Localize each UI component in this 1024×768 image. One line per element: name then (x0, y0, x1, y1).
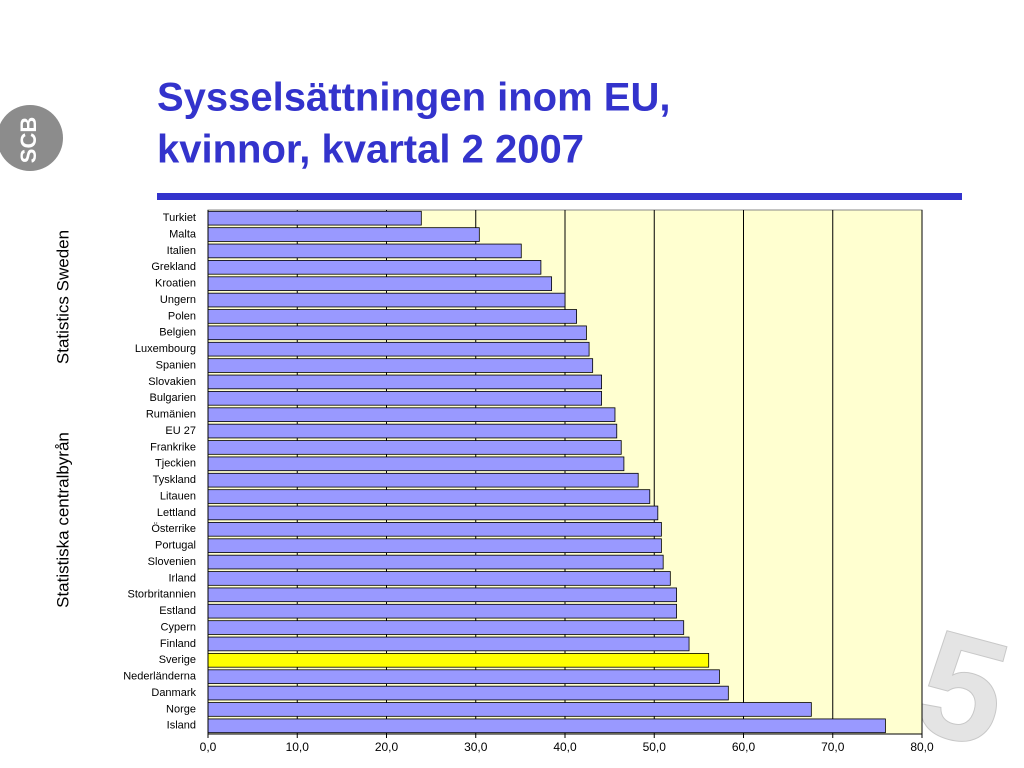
x-tick-label: 60,0 (732, 740, 756, 754)
bar (207, 685, 729, 701)
bar (207, 669, 720, 684)
x-tick-label: 30,0 (464, 740, 488, 754)
y-tick-label: Polen (168, 310, 196, 322)
y-tick-label: Norge (166, 703, 196, 715)
bar (207, 391, 602, 406)
y-tick-label: Italien (167, 245, 196, 257)
x-tick-label: 50,0 (643, 740, 667, 754)
x-tick-label: 20,0 (375, 740, 399, 754)
x-tick-label: 70,0 (821, 740, 845, 754)
title-rule (157, 193, 962, 200)
x-tick-label: 0,0 (200, 740, 217, 754)
x-tick-label: 80,0 (910, 740, 934, 754)
y-tick-label: Turkiet (163, 212, 196, 224)
y-tick-label: Österrike (151, 523, 196, 535)
y-tick-label: Kroatien (155, 278, 196, 290)
bar (207, 587, 677, 603)
bar (207, 538, 662, 553)
y-tick-label: Nederländerna (123, 671, 197, 683)
bar (207, 636, 690, 652)
bar (207, 276, 553, 291)
y-tick-label: Danmark (151, 687, 196, 699)
bar (207, 620, 685, 635)
bar (207, 309, 578, 324)
y-tick-label: Belgien (159, 327, 196, 339)
y-tick-label: Tjeckien (155, 458, 196, 470)
bar (207, 440, 622, 455)
bar (207, 423, 618, 439)
y-tick-label: Irland (168, 572, 196, 584)
bar (207, 407, 616, 422)
bar (207, 227, 480, 242)
bar (207, 374, 602, 390)
logo-circle (0, 105, 63, 171)
bar (207, 358, 594, 373)
logo-text: SCB (16, 117, 41, 163)
side-text: Statistiska centralbyrån (53, 432, 72, 608)
y-tick-label: Spanien (156, 359, 196, 371)
bar (207, 505, 659, 521)
y-tick-label: Finland (160, 638, 196, 650)
y-tick-label: Estland (159, 605, 196, 617)
bar (207, 243, 522, 259)
y-tick-label: Portugal (155, 540, 196, 552)
y-tick-label: Storbritannien (128, 589, 197, 601)
bar (207, 292, 566, 308)
bar (207, 653, 710, 668)
y-tick-label: Ungern (160, 294, 196, 306)
y-tick-label: Malta (169, 228, 197, 240)
bar (207, 603, 677, 619)
bar (207, 341, 590, 357)
y-tick-label: Frankrike (150, 441, 196, 453)
y-tick-label: Island (167, 720, 196, 732)
bar (207, 260, 542, 275)
y-tick-label: Slovakien (148, 376, 196, 388)
y-tick-label: Bulgarien (150, 392, 196, 404)
y-tick-label: Rumänien (146, 409, 196, 421)
plot: 0,0 10,0 20,0 30,0 40,0 50,0 60,0 70,0 80,0 Turki… (123, 209, 934, 754)
y-tick-label: EU 27 (165, 425, 196, 437)
bar (207, 489, 651, 504)
bar (207, 456, 625, 472)
y-tick-label: Litauen (160, 490, 196, 502)
x-tick-label: 40,0 (553, 740, 577, 754)
bar (207, 472, 639, 488)
y-tick-label: Tyskland (153, 474, 196, 486)
y-tick-label: Luxembourg (135, 343, 196, 355)
chart-title: Sysselsättningen inom EU, (157, 76, 670, 120)
bar (207, 554, 664, 570)
bar (207, 210, 422, 226)
y-tick-label: Lettland (157, 507, 196, 519)
bar (207, 571, 671, 586)
y-tick-label: Slovenien (148, 556, 196, 568)
bar (207, 718, 886, 734)
x-tick-label: 10,0 (286, 740, 310, 754)
side-text: Statistics Sweden (53, 230, 72, 364)
chart-title: kvinnor, kvartal 2 2007 (157, 128, 584, 172)
y-tick-label: Grekland (151, 261, 196, 273)
y-tick-label: Cypern (161, 621, 196, 633)
bar (207, 702, 812, 717)
y-tick-label: Sverige (159, 654, 196, 666)
bar (207, 522, 662, 537)
bar (207, 325, 587, 341)
